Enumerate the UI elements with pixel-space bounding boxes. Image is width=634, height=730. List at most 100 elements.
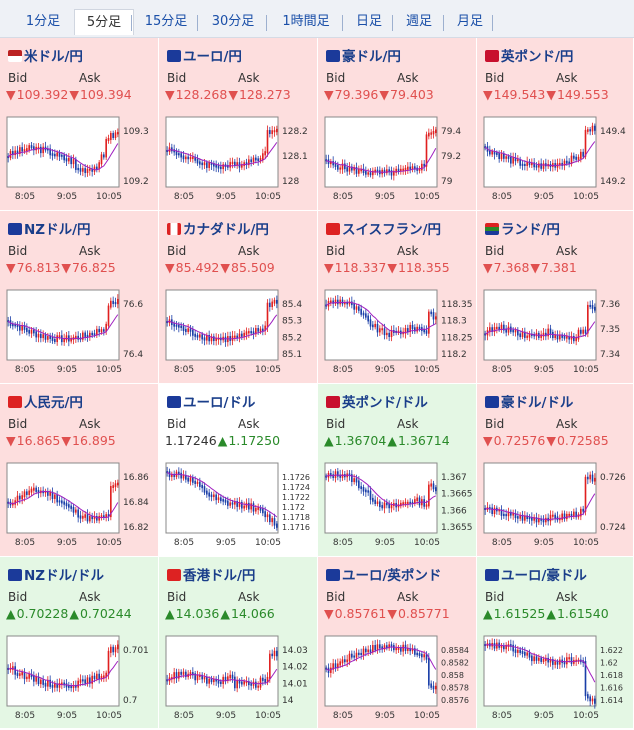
candle xyxy=(423,654,425,658)
pair-name-link[interactable]: 香港ドル/円 xyxy=(167,564,255,584)
pair-name-link[interactable]: 米ドル/円 xyxy=(8,45,83,65)
pair-name[interactable]: 香港ドル/円 xyxy=(183,568,256,584)
candle xyxy=(519,649,521,654)
pair-name[interactable]: 米ドル/円 xyxy=(24,49,83,65)
pair-name-link[interactable]: 英ポンド/ドル xyxy=(326,391,428,411)
rate-card[interactable]: NZドル/円 Bid Ask ▼76.813▼76.825 76.6 76.4 8:05 9:… xyxy=(0,211,159,384)
y-tick-label: 1.1724 xyxy=(282,483,310,492)
pair-name-link[interactable]: ユーロ/円 xyxy=(167,45,242,65)
candle xyxy=(379,501,381,508)
mini-candle-chart[interactable]: 118.35 118.3 118.25 118.2 8:05 9:05 10:05 xyxy=(324,289,474,384)
candle xyxy=(432,685,435,690)
rate-card[interactable]: スイスフラン/円 Bid Ask ▼118.337▼118.355 118.35 118.… xyxy=(318,211,477,384)
mini-candle-chart[interactable]: 79.4 79.2 79 8:05 9:05 10:05 xyxy=(324,116,474,211)
x-tick-label: 8:05 xyxy=(492,365,512,375)
rate-card[interactable]: ユーロ/豪ドル Bid Ask ▲1.61525▲1.61540 1.622 1.62 1.… xyxy=(477,557,634,729)
rate-card[interactable]: ユーロ/円 Bid Ask ▼128.268▼128.273 128.2 128.1 128… xyxy=(159,38,318,211)
candle xyxy=(26,491,28,495)
tab-2[interactable]: 5分足 xyxy=(74,9,134,35)
pair-name-link[interactable]: NZドル/ドル xyxy=(8,564,104,584)
pair-name-link[interactable]: カナダドル/円 xyxy=(167,218,269,238)
rate-card[interactable]: 米ドル/円 Bid Ask ▼109.392▼109.394 109.3 109.2 8:0… xyxy=(0,38,159,211)
pair-name-link[interactable]: NZドル/円 xyxy=(8,218,91,238)
rate-card[interactable]: ユーロ/英ポンド Bid Ask ▼0.85761▼0.85771 0.8584 0.85… xyxy=(318,557,477,729)
candle xyxy=(348,166,351,172)
tab-4[interactable]: 30分足 xyxy=(211,14,255,29)
pair-name-link[interactable]: 英ポンド/円 xyxy=(485,45,573,65)
pair-name[interactable]: カナダドル/円 xyxy=(183,222,269,238)
bid-value: 79.396 xyxy=(334,87,379,102)
candle xyxy=(16,324,19,328)
rate-card[interactable]: 人民元/円 Bid Ask ▼16.865▼16.895 16.86 16.84 16.82… xyxy=(0,384,159,557)
mini-candle-chart[interactable]: 76.6 76.4 8:05 9:05 10:05 xyxy=(6,289,156,384)
pair-name[interactable]: NZドル/円 xyxy=(24,222,91,238)
y-tick-label: 16.82 xyxy=(123,523,149,533)
rate-card[interactable]: 香港ドル/円 Bid Ask ▲14.036▲14.066 14.03 14.02 14.0… xyxy=(159,557,318,729)
candle xyxy=(75,509,77,513)
candle xyxy=(388,644,390,649)
rate-card[interactable]: カナダドル/円 Bid Ask ▼85.492▼85.509 85.4 85.3 85.2 8… xyxy=(159,211,318,384)
tab-3[interactable]: 15分足 xyxy=(144,14,188,29)
candle xyxy=(178,153,180,156)
pair-name[interactable]: スイスフラン/円 xyxy=(342,222,442,238)
candle xyxy=(227,500,229,506)
rate-card[interactable]: 英ポンド/円 Bid Ask ▼149.543▼149.553 149.4 149.2 8:… xyxy=(477,38,634,211)
mini-candle-chart[interactable]: 85.4 85.3 85.2 85.1 8:05 9:05 10:05 xyxy=(165,289,315,384)
tab-7[interactable]: 週足 xyxy=(405,14,432,29)
mini-candle-chart[interactable]: 1.367 1.3665 1.366 1.3655 8:05 9:05 10:05 xyxy=(324,462,474,557)
bid-value: 0.70228 xyxy=(16,606,69,621)
candle xyxy=(47,336,49,340)
tab-8[interactable]: 月足 xyxy=(456,14,483,29)
candle xyxy=(100,675,103,680)
candle xyxy=(334,163,337,167)
pair-name[interactable]: ユーロ/英ポンド xyxy=(342,568,442,584)
pair-name[interactable]: 人民元/円 xyxy=(24,395,83,411)
bid-value: 7.368 xyxy=(493,260,530,275)
pair-name-link[interactable]: ランド/円 xyxy=(485,218,560,238)
rate-card[interactable]: 豪ドル/円 Bid Ask ▼79.396▼79.403 79.4 79.2 79 8:05 9… xyxy=(318,38,477,211)
pair-name[interactable]: 豪ドル/ドル xyxy=(501,395,574,411)
mini-candle-chart[interactable]: 7.36 7.35 7.34 8:05 9:05 10:05 xyxy=(483,289,633,384)
mini-candle-chart[interactable]: 109.3 109.2 8:05 9:05 10:05 xyxy=(6,116,156,211)
pair-name[interactable]: ユーロ/豪ドル xyxy=(501,568,587,584)
mini-candle-chart[interactable]: 128.2 128.1 128 8:05 9:05 10:05 xyxy=(165,116,315,211)
pair-name[interactable]: ランド/円 xyxy=(501,222,560,238)
mini-candle-chart[interactable]: 0.726 0.724 8:05 9:05 10:05 xyxy=(483,462,633,557)
rate-card[interactable]: 英ポンド/ドル Bid Ask ▲1.36704▲1.36714 1.367 1.3665… xyxy=(318,384,477,557)
pair-name-link[interactable]: ユーロ/豪ドル xyxy=(485,564,587,584)
mini-candle-chart[interactable]: 0.701 0.7 8:05 9:05 10:05 xyxy=(6,635,156,730)
pair-name[interactable]: 英ポンド/ドル xyxy=(342,395,428,411)
pair-name[interactable]: ユーロ/円 xyxy=(183,49,242,65)
tab-1[interactable]: 1分足 xyxy=(25,14,61,29)
rate-card[interactable]: 豪ドル/ドル Bid Ask ▼0.72576▼0.72585 0.726 0.724 8:… xyxy=(477,384,634,557)
pair-name-link[interactable]: 豪ドル/円 xyxy=(326,45,401,65)
rate-card[interactable]: ランド/円 Bid Ask ▼7.368▼7.381 7.36 7.35 7.34 8:05 9… xyxy=(477,211,634,384)
tab-6[interactable]: 日足 xyxy=(355,14,382,29)
bid-value: 128.268 xyxy=(175,87,228,102)
candle xyxy=(112,300,114,304)
pair-name-link[interactable]: スイスフラン/円 xyxy=(326,218,441,238)
pair-name-link[interactable]: 人民元/円 xyxy=(8,391,83,411)
candle xyxy=(414,166,416,170)
pair-name[interactable]: 豪ドル/円 xyxy=(342,49,401,65)
pair-name[interactable]: 英ポンド/円 xyxy=(501,49,574,65)
mini-candle-chart[interactable]: 0.8584 0.8582 0.858 0.8578 0.8576 8:05 9:05 10:… xyxy=(324,635,474,730)
tab-5[interactable]: 1時間足 xyxy=(282,14,330,29)
pair-name-link[interactable]: ユーロ/ドル xyxy=(167,391,255,411)
candle xyxy=(14,324,16,327)
candle xyxy=(542,518,545,523)
candle xyxy=(512,329,514,333)
mini-candle-chart[interactable]: 149.4 149.2 8:05 9:05 10:05 xyxy=(483,116,633,211)
candle xyxy=(526,652,528,656)
mini-candle-chart[interactable]: 1.622 1.62 1.618 1.616 1.614 8:05 9:05 10:05 xyxy=(483,635,633,730)
mini-candle-chart[interactable]: 16.86 16.84 16.82 8:05 9:05 10:05 xyxy=(6,462,156,557)
pair-name[interactable]: ユーロ/ドル xyxy=(183,395,256,411)
pair-name[interactable]: NZドル/ドル xyxy=(24,568,105,584)
rate-card[interactable]: NZドル/ドル Bid Ask ▲0.70228▲0.70244 0.701 0.7 8:0… xyxy=(0,557,159,729)
pair-name-link[interactable]: 豪ドル/ドル xyxy=(485,391,573,411)
mini-candle-chart[interactable]: 14.03 14.02 14.01 14 8:05 9:05 10:05 xyxy=(165,635,315,730)
rate-card[interactable]: ユーロ/ドル Bid Ask 1.17246▲1.17250 1.1726 1.1724 1… xyxy=(159,384,318,557)
candle xyxy=(199,674,201,677)
pair-name-link[interactable]: ユーロ/英ポンド xyxy=(326,564,441,584)
